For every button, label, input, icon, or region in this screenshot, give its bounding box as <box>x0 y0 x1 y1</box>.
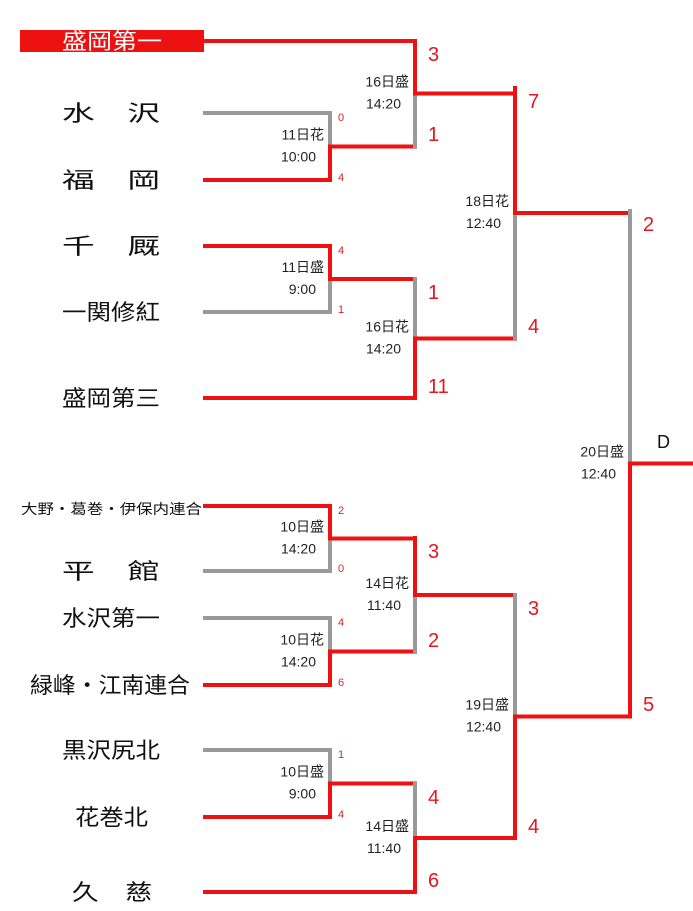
score: 1 <box>338 304 344 316</box>
score: 1 <box>428 282 439 304</box>
team-name: 久 慈 <box>72 881 152 906</box>
score: 3 <box>428 44 439 66</box>
match-day-venue: 10日花 <box>280 632 324 648</box>
score: 3 <box>528 598 539 620</box>
match-day-venue: 14日花 <box>365 575 409 591</box>
score: 4 <box>528 316 539 338</box>
match-time: 14:20 <box>366 341 401 357</box>
match-day-venue: 16日盛 <box>365 74 409 90</box>
match-time: 12:40 <box>581 466 616 482</box>
match-day-venue: 16日花 <box>365 319 409 335</box>
score: 1 <box>338 749 344 761</box>
team-name: 緑峰・江南連合 <box>30 674 190 699</box>
score: 4 <box>338 245 344 257</box>
match-time: 12:40 <box>466 215 501 231</box>
score: 0 <box>338 563 344 575</box>
match-time: 11:40 <box>367 840 401 856</box>
score: 2 <box>428 630 439 652</box>
score: 4 <box>338 617 344 629</box>
score: 4 <box>428 787 439 809</box>
match-time: 11:40 <box>367 597 401 613</box>
block-label: D <box>657 432 670 452</box>
match-time: 14:20 <box>281 654 316 670</box>
match-time: 9:00 <box>289 281 316 297</box>
match-time: 14:20 <box>366 96 401 112</box>
team-name: 黒沢尻北 <box>62 739 160 764</box>
team-name: 花巻北 <box>75 806 148 831</box>
score: 4 <box>338 809 344 821</box>
match-day-venue: 10日盛 <box>280 519 324 535</box>
score: 7 <box>528 91 539 113</box>
match-day-venue: 18日花 <box>465 193 509 209</box>
match-day-venue: 19日盛 <box>465 697 509 713</box>
score: 4 <box>338 172 344 184</box>
match-time: 14:20 <box>281 541 316 557</box>
match-day-venue: 11日花 <box>281 127 324 143</box>
score: 1 <box>428 124 439 146</box>
team-name: 水 沢 <box>62 102 160 127</box>
match-day-venue: 10日盛 <box>280 764 324 780</box>
score: 4 <box>528 816 539 838</box>
team-name: 千 厩 <box>62 235 160 260</box>
match-time: 9:00 <box>289 786 316 802</box>
match-day-venue: 14日盛 <box>365 818 409 834</box>
score: 3 <box>428 541 439 563</box>
team-name: 平 館 <box>62 560 160 585</box>
team-name: 水沢第一 <box>62 607 160 632</box>
team-name: 福 岡 <box>62 169 160 194</box>
score: 6 <box>428 870 439 892</box>
team-name: 盛岡第三 <box>62 387 160 412</box>
score: 0 <box>338 112 344 124</box>
team-name: 一関修紅 <box>62 301 160 326</box>
team-name: 大野・葛巻・伊保内連合 <box>21 502 202 518</box>
score: 5 <box>643 694 654 716</box>
score: 11 <box>428 376 449 398</box>
match-day-venue: 20日盛 <box>580 444 624 460</box>
score: 2 <box>643 214 654 236</box>
match-time: 12:40 <box>466 719 501 735</box>
score: 2 <box>338 505 344 517</box>
score: 6 <box>338 677 344 689</box>
match-time: 10:00 <box>281 149 316 165</box>
team-name: 盛岡第一 <box>62 30 162 55</box>
champion-highlight <box>20 30 204 52</box>
match-day-venue: 11日盛 <box>281 259 324 275</box>
